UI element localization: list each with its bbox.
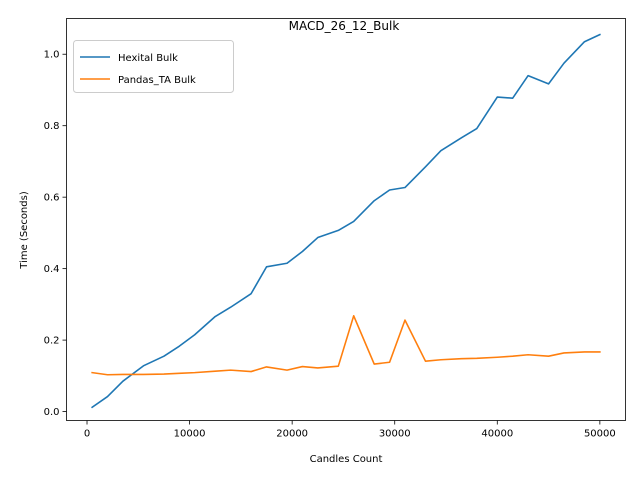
- plot-area: 0 10000 20000 30000 40000 50000 0.00.20.40.60…: [44, 18, 626, 440]
- x-tick-label: 50000: [584, 429, 616, 440]
- legend-label-pandas-ta: Pandas_TA Bulk: [118, 75, 196, 86]
- y-tick-label: 0.8: [44, 121, 60, 132]
- x-tick-label: 0: [84, 429, 90, 440]
- legend-label-hexital: Hexital Bulk: [118, 53, 178, 64]
- x-tick-label: 10000: [174, 429, 206, 440]
- x-axis-ticks: 0 10000 20000 30000 40000 50000: [84, 420, 616, 440]
- x-tick-label: 20000: [276, 429, 308, 440]
- legend: Hexital Bulk Pandas_TA Bulk: [73, 40, 234, 93]
- series-line-hexital-bulk: [91, 33, 601, 409]
- x-axis-label: Candles Count: [310, 454, 383, 465]
- x-tick-label: 40000: [481, 429, 513, 440]
- y-tick-label: 0.4: [44, 264, 60, 275]
- chart-title: MACD_26_12_Bulk: [289, 19, 400, 33]
- plot-frame: [66, 18, 626, 421]
- series-line-pandas-ta-bulk: [91, 314, 601, 376]
- y-tick-label: 1.0: [44, 50, 60, 61]
- y-tick-label: 0.0: [44, 407, 60, 418]
- y-tick-label: 0.6: [44, 193, 60, 204]
- series-layer: [91, 33, 601, 409]
- y-axis-ticks: 0.0 0.2 0.4 0.6 0.8 1.0: [44, 50, 67, 418]
- legend-box: [73, 40, 234, 93]
- y-axis-label: Time (Seconds): [19, 191, 30, 270]
- y-tick-label: 0.2: [44, 336, 60, 347]
- x-tick-label: 30000: [379, 429, 411, 440]
